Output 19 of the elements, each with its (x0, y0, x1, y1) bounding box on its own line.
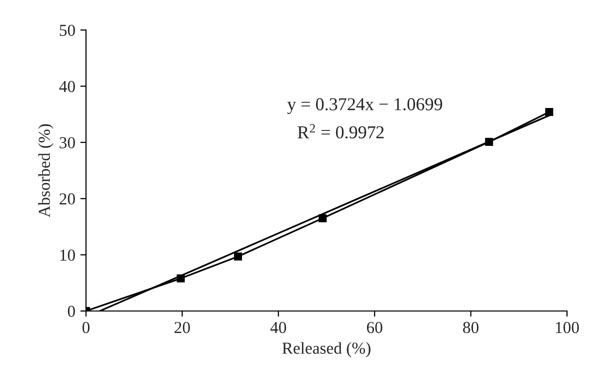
annotation: y = 0.3724x − 1.0699 (287, 98, 442, 114)
y-tick-label: 30 (60, 137, 75, 148)
y-tick-label: 20 (60, 193, 75, 205)
annotation: R$^{2}$ = 0.9972 (298, 124, 384, 138)
x-tick-label: 100 (556, 322, 579, 334)
x-tick-label: 80 (463, 322, 478, 334)
y-axis-title: Absorbed (%) (38, 124, 54, 218)
y-tick-label: 0 (68, 306, 75, 317)
x-axis-title: Released (%) (282, 342, 370, 358)
point (318, 214, 327, 222)
x-tick-label: 60 (366, 322, 382, 334)
x-tick-label: 0 (82, 322, 90, 334)
x-tick-label: 20 (174, 322, 190, 334)
y-tick-label: 10 (60, 250, 75, 261)
x-tick-label: 40 (270, 322, 286, 334)
y-tick-label: 50 (60, 24, 75, 36)
point (545, 108, 554, 116)
point (234, 252, 242, 260)
y-tick-label: 40 (59, 80, 75, 92)
